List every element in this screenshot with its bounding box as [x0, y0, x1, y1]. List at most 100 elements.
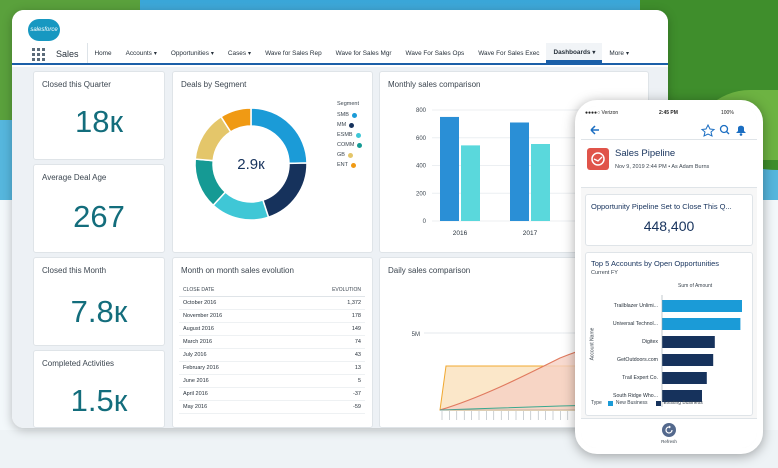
refresh-icon[interactable]: [662, 423, 676, 437]
cell-evolution: 5: [283, 374, 365, 388]
account-label: Trail Expert Co.: [622, 375, 658, 381]
back-arrow-icon[interactable]: [590, 125, 599, 135]
legend-item[interactable]: SMB: [337, 112, 357, 118]
nav-item-label: Dashboards: [553, 49, 591, 56]
nav-item-label: Opportunities: [170, 50, 209, 57]
metric-value: 448,400: [643, 218, 695, 234]
chevron-down-icon[interactable]: ▾: [625, 51, 629, 57]
carrier: ●●●●○ Verizon: [585, 110, 619, 116]
card-title: Daily sales comparison: [388, 266, 471, 275]
legend-label: ENT: [337, 162, 348, 168]
legend-item[interactable]: ESMB: [337, 132, 361, 138]
legend-title: Segment: [337, 101, 360, 107]
metric-title: Opportunity Pipeline Set to Close This Q…: [591, 202, 732, 211]
cell-close-date: April 2016: [179, 387, 284, 401]
account-bar[interactable]: [662, 300, 742, 312]
legend-label: SMB: [337, 112, 349, 118]
nav-item-cases[interactable]: Cases ▾: [221, 43, 258, 63]
cell-close-date: November 2016: [179, 309, 284, 323]
top-accounts-card[interactable]: Top 5 Accounts by Open Opportunities Cur…: [585, 252, 753, 416]
table-row[interactable]: March 2016 74: [179, 335, 365, 349]
card-title: Monthly sales comparison: [388, 80, 481, 89]
mobile-phone: ●●●●○ Verizon 2:45 PM 100% Sales Pipel: [575, 100, 763, 454]
nav-items: Home Accounts ▾ Opportunities ▾ Cases ▾ Wave fo…: [88, 43, 636, 63]
chevron-down-icon[interactable]: ▾: [153, 51, 157, 57]
nav-bar: Sales Home Accounts ▾ Opportunities ▾ Cases ▾ W…: [12, 43, 668, 65]
chevron-down-icon[interactable]: ▾: [592, 50, 596, 56]
nav-item-wave-for-sales-exec[interactable]: Wave For Sales Exec: [471, 43, 546, 63]
phone-status-bar: ●●●●○ Verizon 2:45 PM 100%: [581, 106, 757, 120]
y-tick-label: 200: [416, 191, 427, 197]
account-bar[interactable]: [662, 336, 715, 348]
search-icon[interactable]: [719, 124, 730, 135]
legend-new-label: New Business: [615, 400, 648, 406]
kpi-card-average-deal-age[interactable]: Average Deal Age 267: [33, 164, 165, 253]
nav-item-wave-for-sales-mgr[interactable]: Wave for Sales Mgr: [329, 43, 399, 63]
kpi-card-completed-activities[interactable]: Completed Activities 1.5к: [33, 350, 165, 428]
nav-item-label: More: [609, 50, 624, 57]
accounts-subtitle: Current FY: [591, 270, 618, 276]
metric-card[interactable]: Opportunity Pipeline Set to Close This Q…: [585, 194, 753, 246]
table-row[interactable]: July 2016 43: [179, 348, 365, 362]
dashboard-content: Closed this Quarter 18к Average Deal Age…: [12, 67, 668, 428]
app-launcher-icon[interactable]: [30, 43, 50, 63]
table-row[interactable]: August 2016 149: [179, 322, 365, 336]
kpi-title: Closed this Month: [42, 266, 107, 275]
star-icon[interactable]: [700, 123, 716, 137]
nav-item-label: Cases: [227, 50, 247, 57]
nav-item-label: Home: [94, 50, 112, 57]
legend-item[interactable]: GB: [337, 152, 353, 158]
accounts-legend: Type New Business Existing Business: [591, 400, 703, 406]
nav-item-more[interactable]: More ▾: [602, 43, 636, 63]
legend-item[interactable]: ENT: [337, 162, 356, 168]
kpi-card-closed-quarter[interactable]: Closed this Quarter 18к: [33, 71, 165, 160]
account-label: Universal Technol...: [613, 321, 658, 327]
legend-item[interactable]: COMM: [337, 142, 363, 148]
legend-dot: [357, 142, 363, 148]
salesforce-logo[interactable]: salesforce: [28, 19, 60, 41]
bar-2017-series-1[interactable]: [531, 143, 550, 221]
account-bar[interactable]: [662, 372, 707, 384]
nav-item-label: Wave For Sales Ops: [405, 50, 465, 57]
bar-2016-series-0[interactable]: [440, 116, 459, 221]
table-row[interactable]: May 2016 -59: [179, 400, 365, 414]
nav-item-wave-for-sales-rep[interactable]: Wave for Sales Rep: [258, 43, 329, 63]
account-bar[interactable]: [662, 318, 741, 330]
table-row[interactable]: June 2016 5: [179, 374, 365, 388]
y-tick-label: 0: [423, 219, 427, 225]
column-header-close-date[interactable]: CLOSE DATE: [179, 284, 284, 297]
donut-slice-ent[interactable]: [219, 107, 252, 133]
account-bar[interactable]: [662, 390, 702, 402]
column-header-evolution[interactable]: EVOLUTION: [283, 284, 365, 297]
evolution-table: CLOSE DATE EVOLUTION October 2016 1,372 No…: [179, 284, 365, 414]
nav-item-home[interactable]: Home: [88, 43, 119, 63]
top-bar: salesforce: [12, 10, 668, 43]
cell-close-date: August 2016: [179, 322, 284, 336]
chevron-down-icon[interactable]: ▾: [248, 51, 252, 57]
nav-item-wave-for-sales-ops[interactable]: Wave For Sales Ops: [399, 43, 472, 63]
donut-slice-mm[interactable]: [261, 162, 308, 219]
cell-close-date: July 2016: [179, 348, 284, 362]
kpi-card-closed-month[interactable]: Closed this Month 7.8к: [33, 257, 165, 346]
nav-item-opportunities[interactable]: Opportunities ▾: [164, 43, 221, 63]
kpi-value: 7.8к: [70, 294, 128, 329]
nav-item-dashboards[interactable]: Dashboards ▾: [546, 43, 603, 63]
evolution-table-card[interactable]: Month on month sales evolution CLOSE DAT…: [172, 257, 373, 428]
chevron-down-icon[interactable]: ▾: [210, 51, 214, 57]
table-row[interactable]: April 2016 -37: [179, 387, 365, 401]
bell-icon[interactable]: [736, 125, 746, 136]
table-row[interactable]: October 2016 1,372: [179, 296, 365, 310]
bar-2016-series-1[interactable]: [461, 145, 480, 221]
y-tick-label: 400: [416, 164, 427, 170]
legend-dot: [351, 162, 356, 168]
legend-label: GB: [337, 152, 345, 158]
legend-item[interactable]: MM: [337, 122, 355, 128]
phone-header: [581, 120, 757, 140]
table-row[interactable]: February 2016 13: [179, 361, 365, 375]
kpi-value: 267: [73, 199, 125, 234]
nav-item-accounts[interactable]: Accounts ▾: [119, 43, 164, 63]
deals-by-segment-card[interactable]: Deals by Segment 2.9к Segment SMB MM ESMB C…: [172, 71, 373, 253]
table-row[interactable]: November 2016 178: [179, 309, 365, 323]
account-bar[interactable]: [662, 354, 714, 366]
bar-2017-series-0[interactable]: [510, 122, 529, 221]
